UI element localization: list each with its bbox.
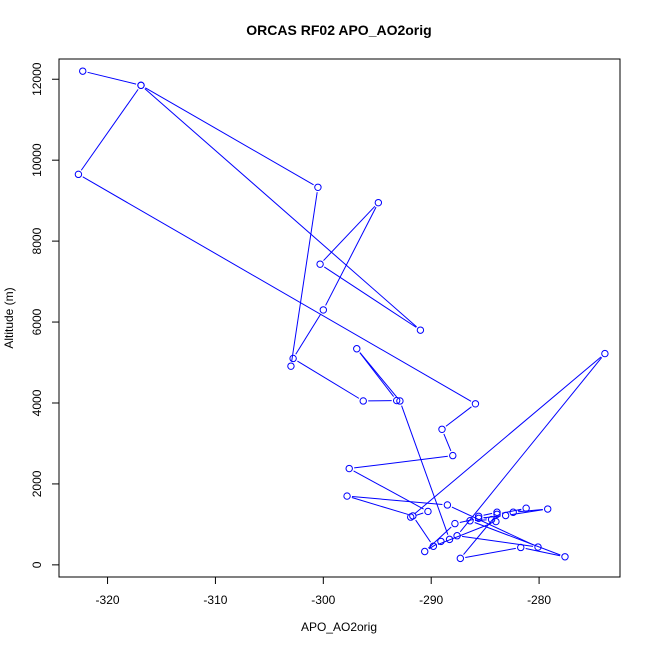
plot-frame	[58, 58, 621, 578]
x-tick-label: -280	[527, 593, 551, 607]
data-point	[493, 508, 501, 516]
data-point	[509, 508, 517, 516]
x-tick-label: -320	[96, 593, 120, 607]
data-point	[493, 510, 501, 518]
series-line-segment	[82, 176, 472, 402]
series-line-segment	[525, 547, 561, 557]
series-line-segment	[483, 512, 493, 516]
series-line-segment	[451, 506, 534, 546]
series-line-segment	[401, 405, 449, 535]
series-line-segment	[474, 522, 561, 556]
y-tick-label: 0	[30, 561, 44, 568]
data-point	[456, 554, 465, 563]
y-tick-label: 8000	[30, 227, 44, 254]
series-line-segment	[428, 526, 452, 549]
data-point	[74, 170, 83, 179]
series-line-segment	[297, 360, 360, 399]
y-tick-label: 6000	[30, 308, 44, 335]
series-line-segment	[323, 205, 376, 261]
data-point	[424, 507, 432, 516]
data-point	[79, 67, 87, 75]
series-line-segment	[463, 517, 495, 555]
data-point	[466, 517, 474, 525]
data-point	[449, 451, 457, 460]
series-line-segment	[325, 206, 377, 306]
data-point	[319, 306, 328, 314]
data-point	[396, 397, 404, 405]
data-point	[445, 535, 454, 544]
data-point	[345, 464, 353, 473]
series-line-segment	[351, 497, 409, 515]
data-point	[343, 492, 351, 500]
series-line-segment	[295, 313, 322, 355]
y-tick-label: 12000	[30, 62, 44, 96]
data-point	[316, 260, 324, 268]
data-point	[471, 400, 480, 408]
series-line-segment	[415, 512, 424, 517]
data-point	[517, 543, 525, 552]
x-axis: -320 -310 -300 -290 -280	[96, 576, 551, 607]
x-tick-label: -300	[311, 593, 335, 607]
series-line-segment	[443, 433, 452, 452]
data-point	[443, 501, 452, 509]
data-point	[314, 183, 322, 191]
series-line-segment	[351, 496, 443, 506]
y-tick-label: 4000	[30, 389, 44, 416]
y-axis: 0 2000 4000 6000 8000 10000 12000	[30, 62, 60, 568]
data-point	[453, 532, 461, 540]
series-line-segment	[353, 470, 424, 510]
series-line-segment	[291, 192, 318, 362]
data-point	[451, 519, 459, 528]
series-line-segment	[415, 519, 431, 543]
series-line-segment	[323, 266, 417, 328]
series-line-segment	[518, 508, 543, 513]
data-point	[601, 349, 609, 358]
data-point	[522, 504, 530, 512]
data-point	[429, 542, 438, 550]
series-line-segment	[517, 509, 522, 512]
y-axis-label: Altitude (m)	[2, 287, 16, 348]
series-line-segment	[475, 519, 487, 521]
x-tick-label: -290	[419, 593, 443, 607]
data-point	[438, 425, 446, 433]
chart-title: ORCAS RF02 APO_AO2orig	[246, 22, 431, 38]
data-point	[534, 543, 542, 551]
plot-area	[74, 67, 609, 563]
series-line-segment	[359, 352, 395, 397]
data-point	[474, 512, 483, 520]
data-point	[374, 198, 383, 207]
series-line-segment	[483, 515, 501, 519]
series-line-segment	[87, 71, 137, 85]
series-line-segment	[144, 88, 417, 328]
data-point	[359, 397, 367, 405]
data-point	[421, 547, 429, 556]
data-point	[392, 396, 401, 405]
series-line-segment	[80, 89, 139, 171]
data-point	[287, 362, 295, 370]
series-line-segment	[359, 352, 398, 398]
data-point	[487, 515, 496, 524]
data-point	[409, 512, 417, 520]
x-axis-label: APO_AO2orig	[301, 620, 377, 634]
data-point	[501, 511, 510, 520]
x-tick-label: -310	[203, 593, 227, 607]
series-line-segment	[414, 356, 602, 515]
y-tick-label: 2000	[30, 470, 44, 497]
series-line-segment	[459, 357, 603, 533]
data-point	[492, 517, 500, 526]
series-line-segment	[354, 455, 448, 469]
data-point	[416, 326, 425, 334]
series-line-segment	[145, 87, 314, 186]
data-point	[353, 345, 361, 353]
data-point	[474, 514, 483, 523]
data-point	[437, 537, 445, 546]
data-point	[137, 81, 145, 90]
series-line-segment	[465, 547, 516, 558]
series-line-segment	[445, 406, 472, 427]
data-point	[289, 354, 297, 363]
data-point	[544, 505, 552, 513]
data-point	[561, 553, 569, 561]
y-tick-label: 10000	[30, 143, 44, 177]
